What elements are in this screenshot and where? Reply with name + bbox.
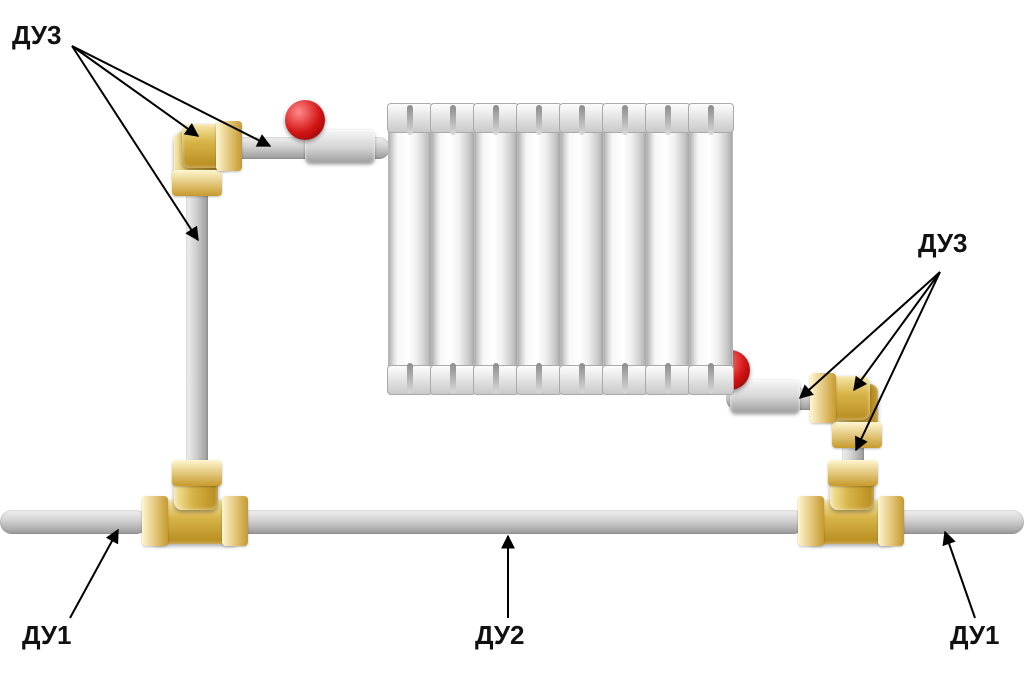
radiator-section [431, 118, 474, 380]
radiator [388, 118, 733, 380]
elbow-fitting-top-left [168, 118, 228, 178]
radiator-section [474, 118, 517, 380]
label-du3-left: ДУ3 [12, 20, 61, 51]
tee-fitting-left [150, 488, 240, 548]
elbow-fitting-right [824, 370, 884, 430]
riser-left [186, 150, 208, 495]
label-du3-right: ДУ3 [918, 228, 967, 259]
radiator-section [560, 118, 603, 380]
radiator-section [388, 118, 431, 380]
label-du1-right: ДУ1 [950, 620, 999, 651]
radiator-section [689, 118, 733, 380]
radiator-section [517, 118, 560, 380]
main-pipe-du1-right [892, 510, 1024, 534]
label-du1-left: ДУ1 [22, 620, 71, 651]
diagram-stage: ДУ3 ДУ3 ДУ1 ДУ2 ДУ1 [0, 0, 1024, 688]
main-pipe-du2 [235, 510, 805, 534]
label-du2: ДУ2 [475, 620, 524, 651]
arrow-du1_right-main_seg_right [945, 532, 975, 618]
radiator-section [646, 118, 689, 380]
tee-fitting-right [806, 488, 896, 548]
main-pipe-du1-left [0, 510, 148, 534]
radiator-section [603, 118, 646, 380]
arrow-du1_left-main_seg_left [70, 530, 118, 618]
